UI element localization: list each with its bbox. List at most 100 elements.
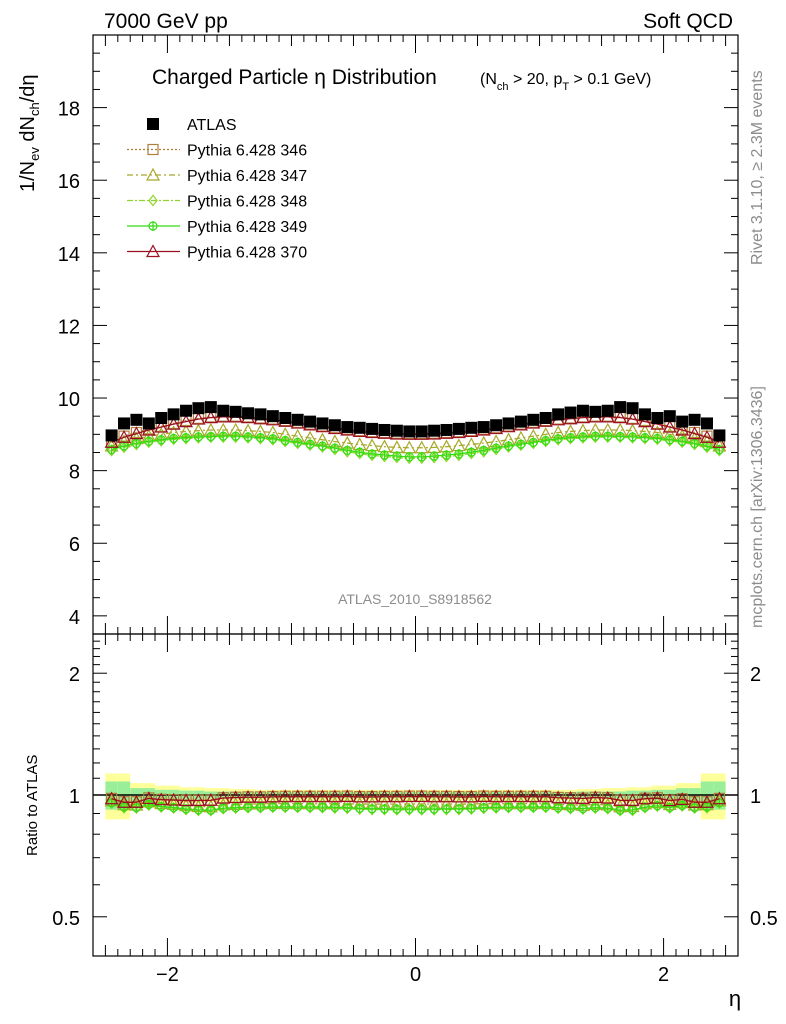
- data-point: [565, 432, 576, 443]
- data-point: [280, 801, 291, 814]
- data-point: [230, 802, 241, 815]
- data-point: [352, 789, 367, 803]
- data-point: [553, 802, 563, 813]
- data-point: [712, 791, 727, 805]
- data-point: [104, 435, 119, 448]
- data-point: [516, 802, 526, 813]
- main-ytick-label: 4: [69, 607, 80, 629]
- data-point: [206, 431, 216, 444]
- main-ytick-label: 10: [58, 389, 80, 411]
- legend-label: Pythia 6.428 346: [187, 143, 307, 160]
- data-point: [601, 404, 614, 417]
- data-point: [466, 803, 477, 816]
- data-point: [417, 804, 427, 815]
- data-point: [565, 802, 576, 815]
- mcplots-label: mcplots.cern.ch [arXiv:1306.3436]: [749, 386, 766, 628]
- data-point: [454, 803, 464, 816]
- data-point: [575, 791, 590, 805]
- data-point: [675, 422, 690, 436]
- data-point: [439, 789, 454, 803]
- data-point: [231, 802, 241, 813]
- series-line: [111, 416, 720, 443]
- data-point: [490, 419, 503, 432]
- main-ytick-label: 16: [58, 171, 80, 193]
- data-point: [341, 421, 354, 434]
- data-point: [305, 801, 315, 814]
- data-point: [516, 801, 526, 814]
- data-point: [600, 790, 615, 804]
- data-point: [414, 789, 429, 803]
- ratio-ytick-label-right: 2: [750, 664, 761, 686]
- data-point: [578, 431, 588, 442]
- data-point: [689, 438, 700, 449]
- ratio-ytick-label: 1: [69, 786, 80, 808]
- data-point: [317, 440, 328, 451]
- data-point: [169, 802, 179, 813]
- data-point: [142, 417, 155, 430]
- data-point: [552, 408, 565, 421]
- data-point: [565, 803, 576, 814]
- data-point: [677, 436, 687, 447]
- data-point: [625, 411, 640, 425]
- data-point: [116, 429, 132, 443]
- data-point: [451, 789, 466, 803]
- data-point: [614, 401, 627, 414]
- data-point: [503, 440, 514, 451]
- data-point: [353, 421, 366, 434]
- data-point: [279, 411, 292, 424]
- data-point: [268, 801, 278, 812]
- data-point: [489, 789, 504, 803]
- data-point: [491, 802, 501, 813]
- legend-item: Pythia 6.428 346: [127, 143, 307, 160]
- data-point: [107, 444, 117, 455]
- data-point: [662, 793, 677, 807]
- data-point: [330, 443, 340, 454]
- xtick-label: 0: [410, 964, 421, 986]
- data-point: [541, 435, 551, 446]
- data-point: [354, 803, 365, 816]
- data-point: [217, 404, 230, 417]
- data-point: [255, 802, 266, 813]
- data-point: [662, 419, 677, 433]
- data-point: [553, 433, 563, 444]
- data-point: [479, 445, 489, 456]
- data-point: [687, 426, 702, 440]
- data-point: [141, 422, 156, 436]
- ratio-ytick-label: 0.5: [52, 908, 80, 930]
- data-point: [503, 802, 514, 813]
- data-point: [390, 424, 403, 437]
- data-point: [204, 401, 217, 414]
- data-point: [206, 431, 216, 442]
- data-point: [615, 431, 625, 444]
- data-point: [427, 789, 442, 803]
- data-point: [429, 803, 439, 816]
- data-point: [713, 429, 726, 442]
- data-point: [403, 425, 416, 438]
- data-point: [528, 437, 538, 448]
- data-point: [268, 801, 278, 814]
- data-point: [254, 408, 267, 421]
- data-point: [203, 410, 218, 424]
- main-ytick-label: 8: [69, 462, 80, 484]
- data-point: [367, 448, 377, 459]
- data-point: [365, 789, 380, 803]
- data-point: [528, 801, 539, 814]
- data-point: [243, 801, 253, 814]
- data-point: [253, 789, 268, 803]
- data-point: [590, 802, 600, 813]
- data-point: [191, 411, 206, 425]
- data-point: [429, 451, 439, 462]
- data-point: [392, 803, 402, 816]
- data-point: [637, 414, 652, 428]
- data-point: [367, 803, 377, 816]
- data-point: [477, 421, 490, 434]
- data-point: [340, 789, 355, 803]
- data-point: [355, 803, 365, 814]
- data-point: [315, 789, 330, 803]
- data-point: [148, 194, 158, 207]
- data-point: [590, 431, 600, 442]
- data-point: [218, 431, 228, 442]
- data-point: [342, 802, 353, 815]
- data-point: [106, 797, 117, 810]
- data-point: [465, 421, 478, 434]
